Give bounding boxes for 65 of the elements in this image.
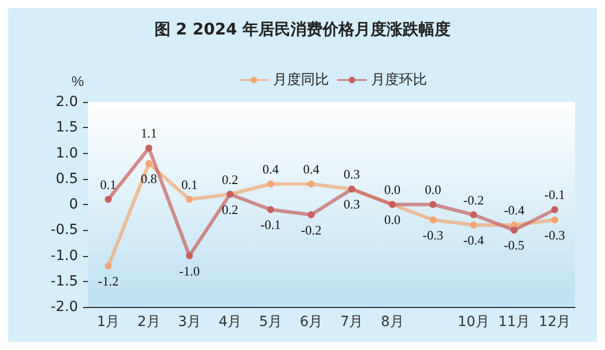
y-tick-label: -1.5 [50, 273, 78, 290]
y-tick-label: 2.0 [56, 94, 78, 110]
point [510, 226, 518, 234]
data-label: -0.1 [544, 187, 566, 202]
data-label: 0.2 [222, 202, 238, 217]
data-label: 1.1 [140, 126, 157, 141]
x-tick-label: 5月 [259, 314, 282, 330]
x-tick-label: 12月 [538, 314, 571, 330]
point [267, 180, 274, 188]
point [186, 252, 193, 260]
x-tick-label: 8月 [380, 314, 404, 330]
data-label: -0.5 [504, 238, 524, 253]
x-tick-label: 11月 [498, 314, 530, 330]
data-label: -0.4 [504, 202, 525, 218]
data-label: -1.2 [98, 274, 119, 288]
data-label: -0.3 [544, 227, 566, 242]
y-tick-label: -1.0 [50, 248, 78, 264]
data-label: 0.8 [140, 171, 157, 186]
data-label: 0.4 [303, 162, 320, 176]
data-label: -0.4 [463, 232, 484, 248]
x-tick-label: 1月 [96, 314, 120, 330]
x-tick-label: 10月 [458, 314, 490, 330]
point [104, 262, 112, 270]
y-axis-title: % [72, 73, 84, 89]
data-label: 0.1 [100, 176, 116, 192]
legend-label: 月度环比 [371, 72, 427, 88]
point [470, 211, 478, 218]
point [145, 144, 152, 152]
x-tick-label: 7月 [340, 314, 364, 330]
data-label: -0.3 [422, 227, 444, 242]
data-label: 0.0 [424, 182, 442, 197]
point [308, 211, 315, 218]
point [429, 201, 436, 208]
data-label: -0.2 [463, 192, 484, 208]
y-tick-label: -0.5 [50, 222, 78, 238]
point [145, 160, 152, 167]
x-tick-label: 6月 [300, 314, 323, 330]
legend-label: 月度同比 [273, 72, 329, 88]
data-label: -0.1 [260, 217, 281, 232]
point [429, 216, 436, 224]
data-label: -0.2 [300, 222, 322, 238]
point [267, 206, 274, 214]
x-tick-label: 4月 [218, 314, 242, 330]
data-label: 0.0 [384, 182, 400, 197]
point [551, 216, 558, 224]
x-tick-label: 2月 [137, 314, 160, 330]
data-label: 0.4 [262, 162, 280, 176]
point [186, 196, 193, 203]
y-tick-label: 1.0 [56, 145, 78, 162]
y-tick-label: 0 [69, 196, 78, 212]
point [470, 222, 478, 228]
y-tick-label: 1.5 [56, 120, 78, 136]
data-label: 0.0 [384, 212, 400, 227]
point [308, 180, 315, 188]
data-label: 0.1 [181, 176, 198, 192]
y-tick-label: -2.0 [50, 299, 78, 315]
data-label: -1.0 [179, 263, 200, 278]
data-label: 0.3 [344, 166, 360, 182]
point [551, 206, 558, 214]
point [104, 196, 112, 203]
data-label: 0.2 [222, 172, 238, 187]
data-label: 0.3 [344, 196, 360, 212]
y-tick-label: 0.5 [56, 170, 78, 187]
chart-title: 图 2 2024 年居民消费价格月度涨跌幅度 [154, 20, 451, 38]
x-tick-label: 3月 [178, 314, 201, 330]
